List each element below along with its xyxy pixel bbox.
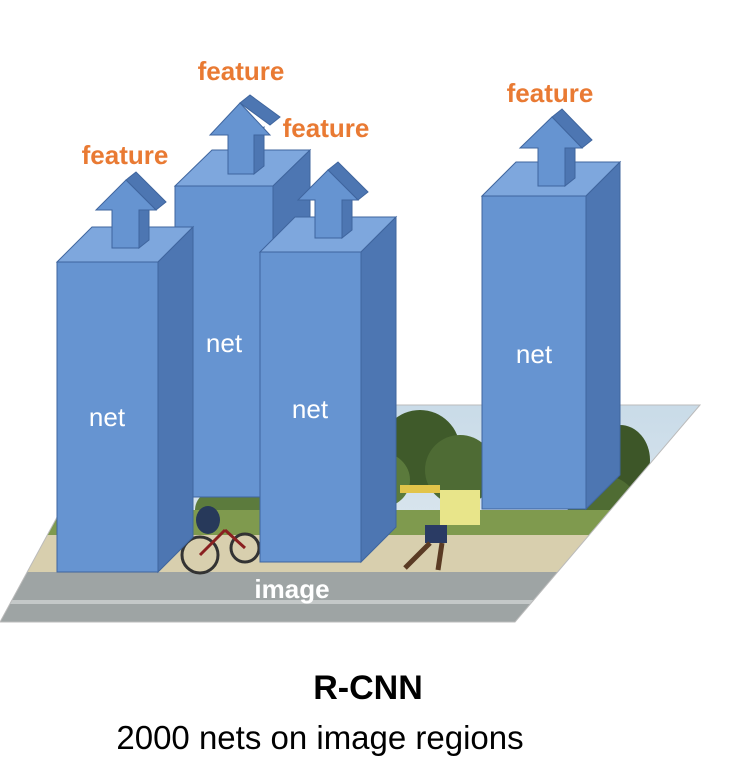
feature-label-2: feature [198, 56, 285, 86]
net-label-1: net [89, 402, 126, 432]
image-plane-label: image [254, 574, 329, 604]
cyclist [196, 506, 220, 534]
feature-label-4: feature [507, 78, 594, 108]
caption-title: R-CNN [313, 669, 423, 707]
net-box-3 [258, 215, 398, 564]
feature-label-3: feature [283, 113, 370, 143]
feature-label-1: feature [82, 140, 169, 170]
bicycle [180, 528, 261, 575]
caption-subtitle: 2000 nets on image regions [116, 719, 524, 756]
person [400, 485, 480, 571]
rcnn-diagram: image net net [0, 56, 702, 623]
net-label-4: net [516, 339, 553, 369]
feature-arrow-2 [208, 94, 281, 176]
net-box-1 [55, 225, 195, 574]
feature-arrow-1 [94, 171, 167, 250]
net-label-3: net [292, 394, 329, 424]
feature-arrow-4 [518, 108, 593, 188]
net-label-2: net [206, 328, 243, 358]
net-box-4 [480, 160, 622, 511]
feature-arrow-3 [296, 161, 369, 240]
